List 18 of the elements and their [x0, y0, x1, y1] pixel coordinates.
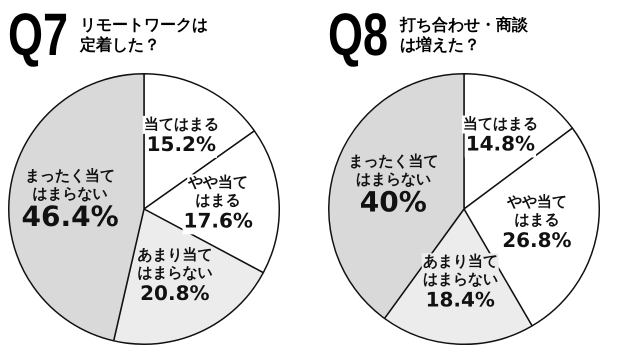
- chart-subtitle: 打ち合わせ・商談は増えた？: [400, 15, 530, 55]
- chart-title: Q8: [328, 1, 388, 68]
- slice-label: やや当てはまる: [506, 192, 567, 229]
- data-label: 26.8%: [502, 228, 572, 252]
- slice-label: やや当てはまる: [187, 173, 248, 210]
- data-label: 17.6%: [184, 208, 253, 233]
- slice-label: まったく当てはまらない: [25, 166, 116, 202]
- slice-label: あまり当てはまらない: [137, 246, 212, 282]
- slice-label: 当てはまる: [462, 114, 538, 132]
- chart-subtitle: リモートワークは定着した？: [80, 15, 210, 55]
- data-label: 14.8%: [466, 132, 536, 156]
- data-label: 20.8%: [140, 280, 210, 305]
- slice-label: まったく当てはまらない: [348, 152, 438, 188]
- data-label: 18.4%: [426, 287, 495, 312]
- chart-title: Q7: [8, 1, 68, 68]
- slice-label: あまり当てはまらない: [422, 252, 498, 288]
- data-label: 15.2%: [146, 132, 216, 156]
- slice-label: 当てはまる: [144, 114, 219, 133]
